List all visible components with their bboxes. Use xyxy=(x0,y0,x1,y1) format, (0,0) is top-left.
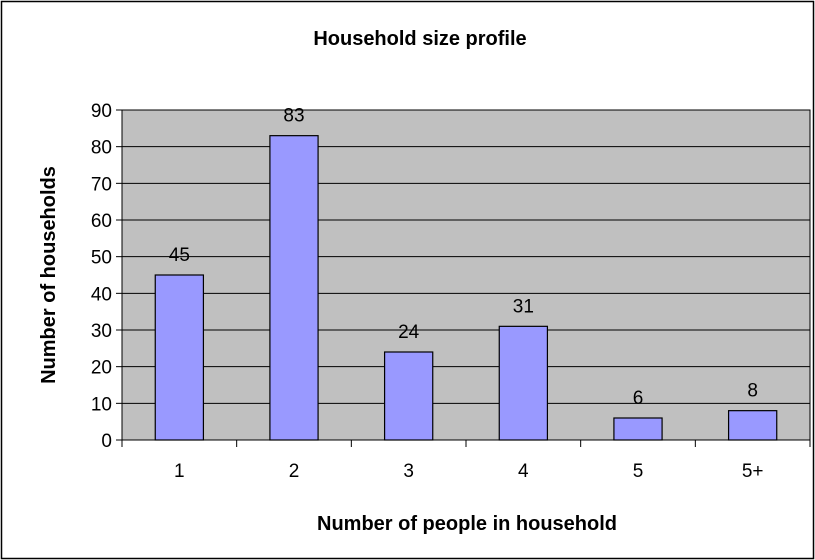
y-tick-label: 70 xyxy=(91,174,112,195)
chart-title: Household size profile xyxy=(313,28,526,50)
y-tick-label: 30 xyxy=(91,321,112,342)
y-tick-label: 0 xyxy=(101,431,112,452)
y-tick-label: 60 xyxy=(91,211,112,232)
plot-area xyxy=(121,109,811,441)
y-tick-label: 10 xyxy=(91,394,112,415)
data-label: 6 xyxy=(633,388,644,409)
x-tick-label: 1 xyxy=(174,461,185,482)
bar-4 xyxy=(498,325,549,441)
x-tick-label: 5 xyxy=(633,461,644,482)
y-tick-label: 20 xyxy=(91,358,112,379)
gridlines xyxy=(122,109,810,404)
axes xyxy=(116,109,811,447)
y-axis-title: Number of households xyxy=(38,166,60,384)
data-label: 83 xyxy=(283,106,304,127)
data-label: 31 xyxy=(513,296,534,317)
y-tick-label: 80 xyxy=(91,138,112,159)
bar-3 xyxy=(383,351,434,441)
data-labels: 45 83 24 31 6 8 xyxy=(169,106,758,409)
x-axis-title: Number of people in household xyxy=(317,513,617,535)
x-tick-labels: 1 2 3 4 5 5+ xyxy=(174,461,763,482)
y-tick-label: 50 xyxy=(91,248,112,269)
bar-5 xyxy=(613,417,663,441)
x-tick-label: 4 xyxy=(518,461,529,482)
x-tick-label: 3 xyxy=(403,461,414,482)
bar-2 xyxy=(269,135,319,441)
data-label: 24 xyxy=(398,322,420,343)
x-tick-label: 5+ xyxy=(742,461,764,482)
bars xyxy=(154,135,778,441)
x-tick-label: 2 xyxy=(289,461,300,482)
bar-5+ xyxy=(727,410,778,441)
y-tick-label: 90 xyxy=(91,101,112,122)
data-label: 8 xyxy=(747,381,758,402)
y-tick-label: 40 xyxy=(91,284,112,305)
data-label: 45 xyxy=(169,245,190,266)
bar-1 xyxy=(154,274,205,441)
y-tick-labels: 0 10 20 30 40 50 60 70 80 90 xyxy=(91,101,112,452)
